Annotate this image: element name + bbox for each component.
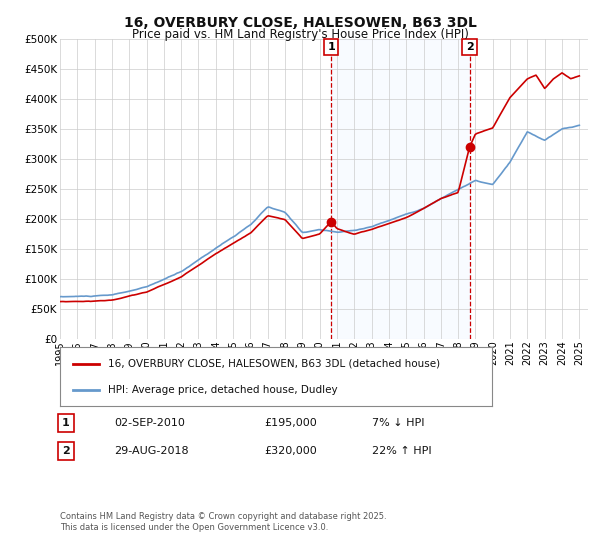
Bar (331, 39, 470, 339)
Text: 16, OVERBURY CLOSE, HALESOWEN, B63 3DL: 16, OVERBURY CLOSE, HALESOWEN, B63 3DL (124, 16, 476, 30)
Text: 16, OVERBURY CLOSE, HALESOWEN, B63 3DL (detached house): 16, OVERBURY CLOSE, HALESOWEN, B63 3DL (… (107, 358, 440, 368)
Text: 1: 1 (62, 418, 70, 428)
Text: 02-SEP-2010: 02-SEP-2010 (114, 418, 185, 428)
Text: Contains HM Land Registry data © Crown copyright and database right 2025.
This d: Contains HM Land Registry data © Crown c… (60, 512, 386, 532)
Text: 22% ↑ HPI: 22% ↑ HPI (372, 446, 431, 456)
Text: 7% ↓ HPI: 7% ↓ HPI (372, 418, 425, 428)
Text: 1: 1 (328, 42, 335, 52)
Text: HPI: Average price, detached house, Dudley: HPI: Average price, detached house, Dudl… (107, 385, 337, 395)
Text: 29-AUG-2018: 29-AUG-2018 (114, 446, 188, 456)
Text: £320,000: £320,000 (264, 446, 317, 456)
Text: Price paid vs. HM Land Registry's House Price Index (HPI): Price paid vs. HM Land Registry's House … (131, 28, 469, 41)
Text: 2: 2 (62, 446, 70, 456)
Text: 2: 2 (466, 42, 473, 52)
Text: £195,000: £195,000 (264, 418, 317, 428)
